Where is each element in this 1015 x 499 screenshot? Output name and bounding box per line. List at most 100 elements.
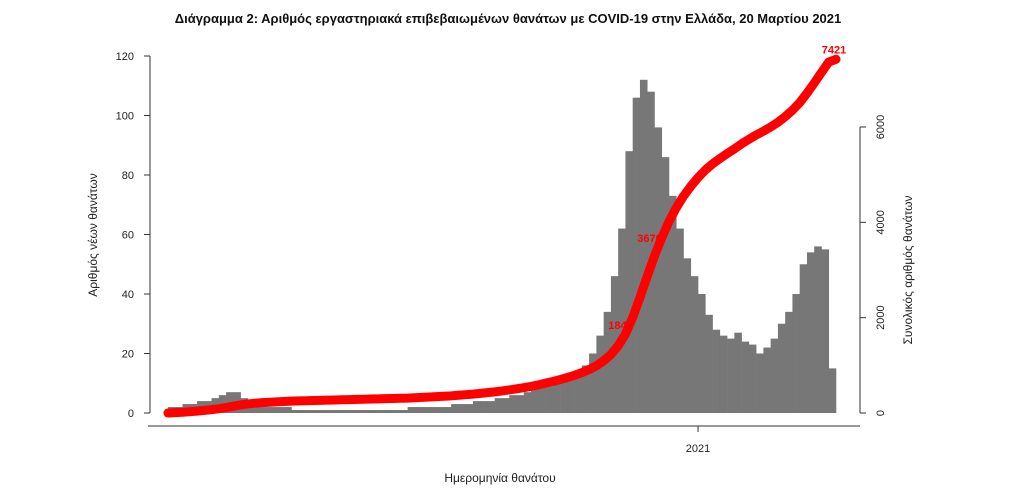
bar — [487, 401, 496, 413]
bar — [639, 79, 648, 414]
bar — [335, 410, 343, 413]
bars-group — [168, 79, 837, 414]
bar — [291, 410, 299, 413]
bar — [618, 228, 626, 413]
bar — [458, 404, 466, 413]
bar — [349, 410, 358, 413]
bar — [719, 335, 728, 413]
bar — [814, 246, 822, 413]
bar — [472, 401, 481, 413]
bar — [480, 401, 488, 413]
y-tick-label: 0 — [128, 408, 134, 420]
bar — [516, 395, 525, 413]
bar — [269, 407, 278, 413]
bar — [756, 353, 764, 413]
bar — [276, 407, 285, 413]
cumulative-annotation: 3670 — [637, 233, 661, 245]
bar — [705, 314, 713, 413]
bar — [393, 410, 401, 413]
cumulative-curve-group: 1848 3670 7421 — [163, 44, 846, 418]
bar — [552, 383, 561, 413]
bar — [625, 151, 633, 413]
chart-title: Διάγραμμα 2: Αριθμός εργαστηριακά επιβεβ… — [175, 11, 842, 26]
y-right-tick-label: 4000 — [875, 210, 887, 234]
bar — [770, 338, 779, 413]
bar — [262, 407, 270, 413]
bar — [763, 347, 771, 413]
bar — [356, 410, 365, 413]
bar — [567, 377, 575, 413]
x-axis-label: Ημερομηνία θανάτου — [444, 471, 555, 485]
bar — [371, 410, 379, 413]
y-axis-label: Αριθμός νέων θανάτων — [86, 173, 100, 296]
y-right-tick-label: 6000 — [875, 115, 887, 139]
bar — [342, 410, 350, 413]
bar — [494, 398, 503, 413]
bar — [792, 294, 800, 413]
bar — [298, 410, 307, 413]
bar — [741, 341, 750, 413]
y-tick-label: 40 — [122, 289, 134, 301]
bar — [734, 332, 742, 413]
x-tick-label: 2021 — [686, 443, 710, 455]
bar — [400, 410, 408, 413]
bar — [560, 380, 568, 413]
bar — [748, 344, 757, 413]
bar — [378, 410, 387, 413]
bar — [581, 365, 590, 413]
y-right-tick-label: 2000 — [875, 305, 887, 329]
bar — [407, 407, 416, 413]
bar — [574, 371, 583, 413]
bar — [284, 407, 292, 413]
bar — [422, 407, 430, 413]
bar — [661, 157, 670, 413]
cumulative-annotation: 7421 — [822, 44, 846, 56]
y-tick-label: 80 — [122, 170, 134, 182]
bar — [327, 410, 336, 413]
bar — [451, 404, 459, 413]
bar — [654, 127, 663, 414]
bar — [538, 386, 546, 413]
bar — [821, 249, 830, 413]
bar — [690, 276, 699, 413]
bar — [806, 252, 815, 413]
axes-group: 0 20 40 60 80 100 120 0 2000 4000 6000 2021 — [116, 51, 887, 455]
bar — [712, 329, 721, 413]
cumulative-line — [163, 54, 841, 418]
bar — [632, 97, 641, 414]
bar — [596, 335, 604, 413]
bar — [545, 386, 554, 413]
bar — [589, 353, 597, 413]
bar — [523, 392, 532, 413]
bar — [531, 389, 539, 413]
bar — [313, 410, 321, 413]
bar — [676, 228, 684, 413]
y-tick-label: 60 — [122, 230, 134, 242]
bar — [799, 264, 808, 413]
bar — [647, 91, 655, 413]
bar — [465, 404, 474, 413]
bar — [785, 311, 793, 413]
bar — [305, 410, 314, 413]
bar — [429, 407, 437, 413]
bar — [669, 195, 677, 413]
bar — [683, 258, 692, 413]
bar — [509, 395, 517, 413]
y-axis-right-label: Συνολικός αριθμός θανάτων — [901, 195, 915, 344]
bar — [502, 398, 510, 413]
cumulative-annotation: 1848 — [608, 320, 632, 332]
bar — [698, 294, 706, 413]
bar — [436, 407, 445, 413]
y-tick-label: 20 — [122, 349, 134, 361]
bar — [777, 323, 786, 413]
bar — [828, 368, 837, 413]
bar — [320, 410, 329, 413]
bar — [364, 410, 372, 413]
y-tick-label: 120 — [116, 51, 134, 63]
bar — [443, 407, 452, 413]
y-right-tick-label: 0 — [875, 410, 887, 416]
bar — [727, 338, 735, 413]
bar — [414, 407, 423, 413]
bar — [385, 410, 394, 413]
